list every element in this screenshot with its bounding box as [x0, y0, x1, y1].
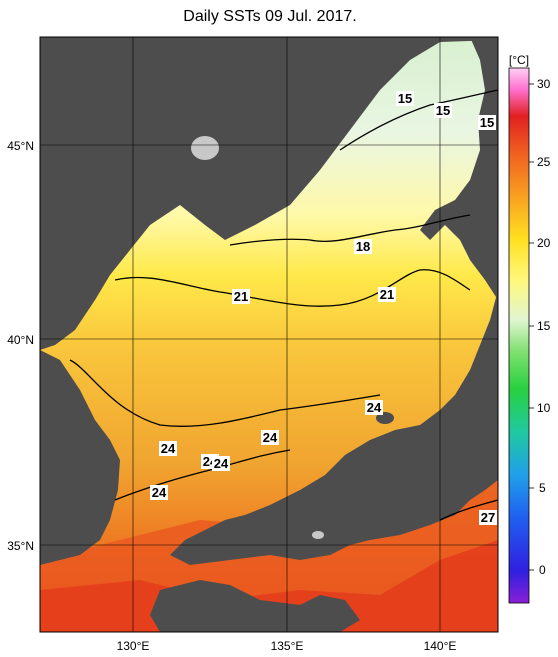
colorbar-tick-25: 25	[537, 155, 551, 169]
colorbar-ticks	[529, 83, 534, 571]
label-bg	[434, 103, 452, 118]
contour-label-18: 18	[356, 239, 370, 254]
contour-label-24e: 24	[214, 456, 229, 471]
label-bg	[354, 239, 372, 254]
graticule	[40, 37, 498, 632]
contour-21	[114, 269, 471, 307]
label-bg	[150, 485, 168, 500]
contour-label-24f: 24	[152, 485, 167, 500]
colorbar-unit: [°C]	[509, 53, 529, 67]
land-southwest	[150, 580, 360, 632]
contour-label-24b: 24	[263, 430, 278, 445]
contour-27	[439, 499, 498, 521]
contour-24-south	[114, 449, 291, 501]
lake-khanka	[191, 136, 219, 160]
lat-label-35n: 35°N	[7, 539, 34, 553]
colorbar-tick-20: 20	[537, 236, 551, 250]
colorbar-tick-5: 5	[539, 481, 546, 495]
lon-label-135e: 135°E	[271, 639, 304, 653]
label-bg	[365, 400, 383, 415]
land-hokkaido	[420, 37, 498, 300]
contour-label-21a: 21	[234, 289, 248, 304]
colorbar-gradient	[508, 67, 530, 604]
label-bg	[232, 289, 250, 304]
lon-label-130e: 130°E	[117, 639, 150, 653]
land-korea	[40, 350, 120, 565]
contour-label-24c: 24	[161, 441, 176, 456]
colorbar-tick-10: 10	[537, 401, 551, 415]
land-honshu	[170, 290, 498, 565]
contour-labels: 15 15 15 18 21 21 24 24 24 24 24 24 27	[150, 91, 497, 525]
lat-label-40n: 40°N	[7, 333, 34, 347]
colorbar: [°C] 30 25 20 15 10 5 0	[508, 53, 551, 604]
colorbar-tick-30: 30	[537, 77, 551, 91]
contour-label-15c: 15	[480, 115, 494, 130]
lat-label-45n: 45°N	[7, 139, 34, 153]
contour-label-15b: 15	[436, 103, 450, 118]
contour-label-21b: 21	[380, 287, 394, 302]
plot-frame	[39, 36, 499, 633]
label-bg	[378, 287, 396, 302]
label-bg	[212, 456, 230, 471]
contour-label-15a: 15	[398, 91, 412, 106]
map-title: Daily SSTs 09 Jul. 2017.	[183, 8, 357, 25]
map-plot-area	[40, 37, 498, 632]
contour-18	[229, 214, 471, 246]
contour-lines	[69, 89, 498, 521]
lon-label-140e: 140°E	[424, 639, 457, 653]
label-bg	[159, 441, 177, 456]
lake-biwa	[312, 531, 324, 539]
label-bg	[396, 91, 414, 106]
colorbar-tick-0: 0	[539, 563, 546, 577]
colorbar-tick-15: 15	[537, 319, 551, 333]
label-bg	[478, 115, 496, 130]
contour-15	[339, 89, 498, 151]
label-bg	[261, 430, 279, 445]
contour-label-24a: 24	[367, 400, 382, 415]
contour-24-north	[69, 359, 381, 427]
land-mainland-north	[40, 37, 498, 350]
label-bg	[479, 510, 497, 525]
contour-label-27: 27	[481, 510, 495, 525]
